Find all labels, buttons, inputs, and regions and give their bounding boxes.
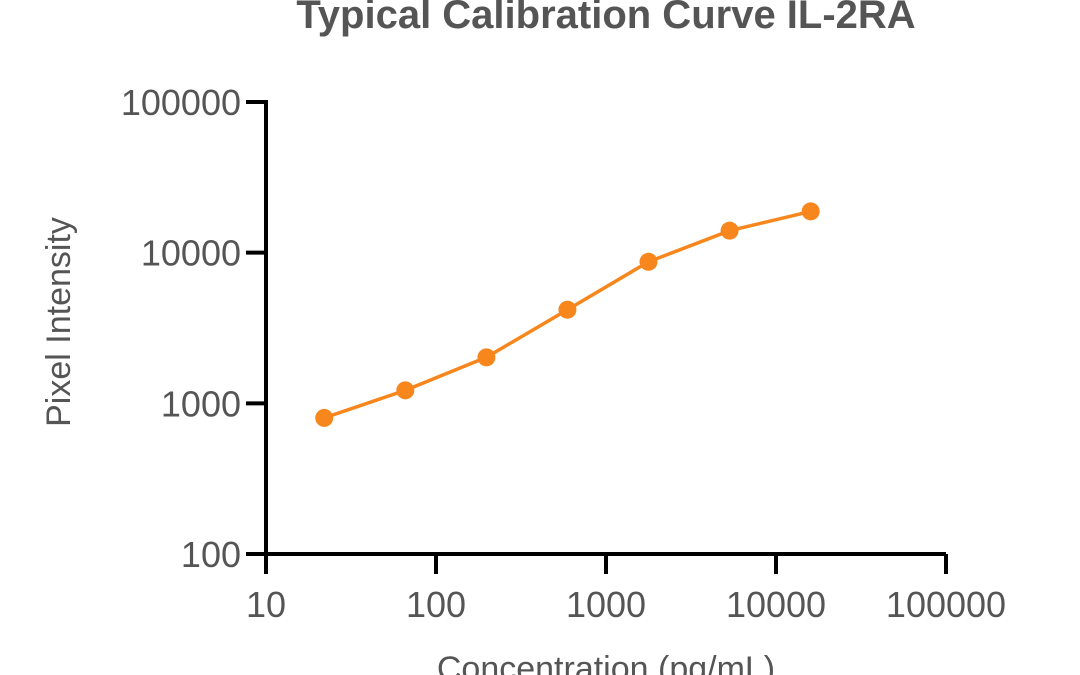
y-ticks: 100 1000 10000 100000 bbox=[121, 82, 266, 575]
y-tick-label: 10000 bbox=[141, 233, 241, 274]
y-tick-label: 100 bbox=[181, 534, 241, 575]
data-point bbox=[639, 252, 658, 271]
data-point bbox=[315, 408, 334, 427]
x-axis-label: Concentration (pg/mL) bbox=[437, 650, 775, 675]
data-point bbox=[396, 381, 415, 400]
data-point bbox=[477, 348, 496, 367]
x-tick-label: 10000 bbox=[726, 584, 826, 625]
chart-title: Typical Calibration Curve IL-2RA bbox=[296, 0, 915, 37]
y-tick-label: 100000 bbox=[121, 82, 241, 123]
y-axis-label: Pixel Intensity bbox=[40, 217, 78, 427]
x-tick-label: 10 bbox=[246, 584, 286, 625]
series bbox=[315, 202, 820, 427]
data-point bbox=[558, 300, 577, 319]
x-tick-label: 100000 bbox=[886, 584, 1006, 625]
data-point bbox=[720, 221, 739, 240]
x-tick-label: 1000 bbox=[566, 584, 646, 625]
axes bbox=[264, 100, 946, 556]
x-tick-label: 100 bbox=[406, 584, 466, 625]
data-point bbox=[801, 202, 820, 221]
y-tick-label: 1000 bbox=[161, 383, 241, 424]
x-ticks: 10 100 1000 10000 100000 bbox=[246, 554, 1006, 625]
